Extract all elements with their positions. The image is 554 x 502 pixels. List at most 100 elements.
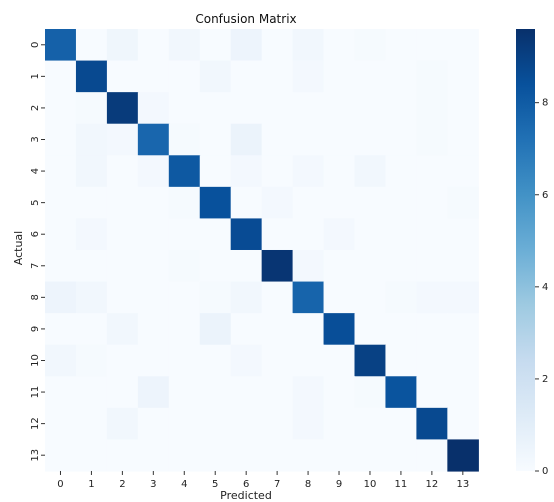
heatmap-cell (75, 186, 108, 220)
heatmap-cell (261, 123, 294, 156)
heatmap-cell (199, 439, 232, 472)
heatmap-cell (292, 439, 325, 472)
x-tick-label: 5 (212, 479, 218, 490)
heatmap-cell (230, 92, 263, 125)
y-axis-label: Actual (12, 231, 25, 265)
y-tick-label: 11 (30, 386, 41, 399)
y-tick-label: 8 (30, 294, 41, 300)
heatmap-cell (323, 313, 356, 346)
heatmap-cell (106, 376, 139, 409)
heatmap-cell (199, 313, 232, 346)
heatmap-cell (75, 123, 108, 156)
heatmap-cell (323, 344, 356, 377)
heatmap-cell (323, 249, 356, 283)
heatmap-cell (385, 439, 417, 472)
heatmap-cell (106, 249, 139, 283)
heatmap-cell (168, 29, 201, 62)
heatmap-cell (261, 313, 294, 346)
heatmap-cell (292, 313, 325, 346)
heatmap-cell (137, 60, 170, 93)
heatmap-cell (45, 218, 77, 251)
x-tick-label: 9 (336, 479, 342, 490)
heatmap-cell (230, 344, 263, 377)
heatmap-cell (230, 60, 263, 93)
heatmap-cell (354, 92, 387, 125)
heatmap-cell (323, 439, 356, 472)
heatmap-cell (323, 60, 356, 93)
heatmap-cell (447, 92, 479, 125)
heatmap-cell (106, 186, 139, 220)
heatmap-cell (385, 218, 417, 251)
heatmap-cell (323, 29, 356, 62)
x-tick-label: 7 (274, 479, 280, 490)
heatmap-cell (354, 60, 387, 93)
colorbar-tick-label: 6 (542, 190, 548, 201)
heatmap-cell (323, 218, 356, 251)
heatmap-cell (75, 344, 108, 377)
heatmap-cell (75, 29, 108, 62)
x-tick-label: 3 (150, 479, 156, 490)
x-tick-label: 2 (119, 479, 125, 490)
heatmap-cell (230, 407, 263, 441)
heatmap-cell (137, 249, 170, 283)
heatmap-cell (230, 249, 263, 283)
x-tick-label: 13 (456, 479, 469, 490)
x-tick-label: 4 (181, 479, 187, 490)
y-tick-label: 5 (30, 199, 41, 205)
y-tick-label: 4 (30, 168, 41, 174)
heatmap-cell (168, 218, 201, 251)
heatmap-cell (261, 376, 294, 409)
heatmap-cell (137, 407, 170, 441)
heatmap-cell (199, 92, 232, 125)
heatmap-cell (137, 186, 170, 220)
colorbar-tick-label: 2 (542, 374, 548, 385)
heatmap-cell (354, 155, 387, 188)
y-tick-label: 13 (30, 449, 41, 462)
heatmap-cell (354, 218, 387, 251)
heatmap-cell (168, 376, 201, 409)
x-tick-label: 1 (88, 479, 94, 490)
heatmap-cell (447, 123, 479, 156)
heatmap-cell (323, 376, 356, 409)
heatmap-cell (168, 155, 201, 188)
heatmap-cell (106, 344, 139, 377)
heatmap-cell (168, 439, 201, 472)
heatmap-cell (45, 439, 77, 472)
heatmap-cell (354, 29, 387, 62)
heatmap-cell (447, 249, 479, 283)
heatmap-cell (199, 123, 232, 156)
heatmap-cell (323, 407, 356, 441)
heatmap-cell (199, 249, 232, 283)
y-tick-label: 0 (30, 42, 41, 48)
heatmap-cell (45, 407, 77, 441)
heatmap-cell (385, 313, 417, 346)
heatmap-cell (447, 29, 479, 62)
heatmap-cell (45, 123, 77, 156)
heatmap-cell (447, 186, 479, 220)
y-tick-label: 3 (30, 136, 41, 142)
heatmap-cell (168, 60, 201, 93)
heatmap-cell (447, 281, 479, 314)
heatmap-cell (323, 186, 356, 220)
x-tick-label: 12 (426, 479, 439, 490)
heatmap-cell (354, 313, 387, 346)
heatmap-cell (75, 92, 108, 125)
heatmap-cell (230, 155, 263, 188)
heatmap-cell (261, 218, 294, 251)
heatmap-cell (199, 29, 232, 62)
heatmap-cell (106, 439, 139, 472)
heatmap-cell (45, 60, 77, 93)
heatmap-cell (137, 155, 170, 188)
heatmap-cell (261, 60, 294, 93)
heatmap-cell (416, 249, 448, 283)
heatmap-cell (45, 376, 77, 409)
heatmap-cell (137, 344, 170, 377)
heatmap-cell (106, 92, 139, 125)
y-tick-label: 9 (30, 326, 41, 332)
heatmap-cell (230, 313, 263, 346)
heatmap-cell (261, 407, 294, 441)
heatmap-cell (354, 281, 387, 314)
heatmap-cell (106, 313, 139, 346)
x-tick-label: 8 (305, 479, 311, 490)
